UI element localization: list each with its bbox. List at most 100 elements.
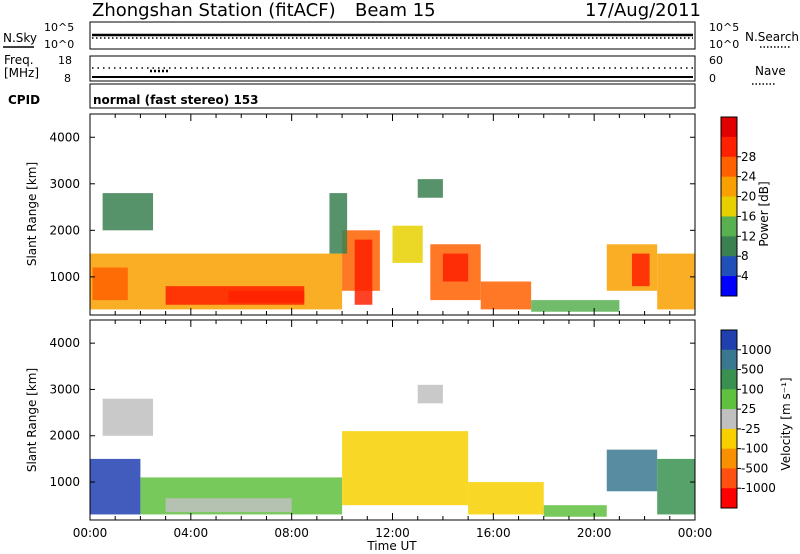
power-region-6 bbox=[392, 225, 423, 263]
velocity-scale-swatch bbox=[721, 448, 737, 469]
velocity-scale-swatch bbox=[721, 428, 737, 450]
freq-label-line2: [MHz] bbox=[4, 66, 39, 80]
velocity-scale-tick-label: -1000 bbox=[741, 481, 776, 495]
nave-tick-bottom: 0 bbox=[709, 72, 716, 85]
figure-title: Zhongshan Station (fitACF) bbox=[92, 0, 336, 21]
power-scale-tick-label: 12 bbox=[741, 229, 756, 243]
vel-region-9 bbox=[417, 384, 443, 404]
power-scale-frame bbox=[720, 116, 738, 297]
power-ytick-label: 3000 bbox=[49, 177, 80, 191]
velocity-y-ticks: 1000 2000 3000 4000 bbox=[49, 336, 695, 489]
velocity-scale-swatch bbox=[721, 468, 737, 489]
velocity-y-axis-label: Slant Range [km] bbox=[25, 368, 39, 472]
date-label: 17/Aug/2011 bbox=[585, 0, 701, 21]
velocity-scale-tick-label: 500 bbox=[741, 363, 764, 377]
power-region-15 bbox=[329, 193, 348, 254]
nsearch-label: N.Search bbox=[745, 30, 799, 44]
velocity-scale-swatch bbox=[721, 488, 737, 509]
vel-region-7 bbox=[657, 458, 695, 515]
power-region-9 bbox=[480, 281, 532, 310]
velocity-scale-swatch bbox=[721, 369, 737, 390]
power-scale-tick-label: 24 bbox=[741, 170, 756, 184]
beam-label: Beam 15 bbox=[355, 0, 436, 21]
power-region-14 bbox=[102, 193, 154, 231]
cpid-row: CPID normal (fast stereo) 153 bbox=[8, 83, 696, 109]
noise-left-tick-top: 10^5 bbox=[44, 21, 74, 34]
x-axis-label: Time UT bbox=[366, 539, 417, 553]
frequency-panel: Freq. [MHz] 18 8 60 0 Nave bbox=[4, 53, 786, 85]
vel-ytick-label: 2000 bbox=[49, 429, 80, 443]
vel-region-2 bbox=[165, 498, 292, 513]
vel-region-5 bbox=[543, 505, 607, 517]
velocity-scale-swatch bbox=[721, 409, 737, 430]
noise-right-tick-bottom: 10^0 bbox=[709, 38, 739, 51]
velocity-scale-tick-label: 1000 bbox=[741, 343, 772, 357]
velocity-scale-swatch bbox=[721, 330, 737, 351]
power-scale-swatch bbox=[721, 136, 737, 158]
power-scale-tick-label: 28 bbox=[741, 150, 756, 164]
vel-region-0 bbox=[90, 458, 141, 515]
power-region-10 bbox=[531, 300, 620, 312]
velocity-scale-tick-label: -100 bbox=[741, 442, 768, 456]
freq-label-line1: Freq. bbox=[4, 53, 34, 67]
time-tick-label: 08:00 bbox=[274, 526, 309, 540]
nave-label: Nave bbox=[755, 64, 786, 78]
velocity-x-ticks bbox=[89, 320, 696, 520]
velocity-data bbox=[90, 384, 695, 517]
velocity-scale-swatch bbox=[721, 349, 737, 371]
power-scale-tick-label: 4 bbox=[741, 269, 749, 283]
power-region-12 bbox=[631, 253, 650, 287]
power-scale-tick-label: 8 bbox=[741, 249, 749, 263]
velocity-scale-frame bbox=[720, 329, 738, 509]
time-tick-label: 12:00 bbox=[375, 526, 410, 540]
velocity-scale-swatch bbox=[721, 389, 737, 410]
velocity-color-scale: 1000 500 100 25 -25 -100 -500 -1000 bbox=[720, 329, 776, 509]
nave-tick-top: 60 bbox=[709, 54, 723, 67]
power-scale-tick-label: 16 bbox=[741, 209, 756, 223]
power-ytick-label: 1000 bbox=[49, 270, 80, 284]
vel-ytick-label: 1000 bbox=[49, 475, 80, 489]
power-region-16 bbox=[417, 179, 443, 198]
time-tick-label: 04:00 bbox=[174, 526, 209, 540]
power-y-ticks: 1000 2000 3000 4000 bbox=[49, 130, 695, 284]
cpid-label: CPID bbox=[8, 93, 40, 107]
vel-ytick-label: 4000 bbox=[49, 336, 80, 350]
power-region-1 bbox=[92, 267, 128, 301]
vel-region-8 bbox=[102, 398, 154, 436]
time-axis-labels: 00:00 04:00 08:00 12:00 16:00 20:00 00:00 bbox=[73, 526, 713, 540]
power-region-3 bbox=[228, 290, 305, 303]
vel-region-6 bbox=[606, 449, 658, 492]
vel-region-4 bbox=[468, 482, 544, 515]
velocity-panel: 1000 2000 3000 4000 Slant Range [km] bbox=[25, 319, 696, 521]
power-region-5 bbox=[354, 239, 373, 305]
power-scale-swatch bbox=[721, 156, 737, 178]
noise-left-tick-bottom: 10^0 bbox=[44, 38, 74, 51]
time-tick-label: 00:00 bbox=[678, 526, 713, 540]
noise-right-tick-top: 10^5 bbox=[709, 21, 739, 34]
freq-tick-bottom: 8 bbox=[64, 72, 71, 85]
vel-region-3 bbox=[342, 431, 469, 506]
noise-panel: N.Sky 10^5 10^0 10^5 10^0 N.Search bbox=[3, 21, 799, 51]
power-scale-swatch bbox=[721, 236, 737, 257]
time-tick-label: 20:00 bbox=[577, 526, 612, 540]
power-scale-swatch bbox=[721, 196, 737, 217]
power-ytick-label: 2000 bbox=[49, 223, 80, 237]
power-region-13 bbox=[657, 253, 695, 310]
power-x-ticks bbox=[89, 114, 696, 315]
velocity-scale-tick-label: -25 bbox=[741, 422, 761, 436]
power-scale-swatch bbox=[721, 256, 737, 277]
power-scale-tick-label: 20 bbox=[741, 190, 756, 204]
power-scale-swatch bbox=[721, 276, 737, 297]
power-y-axis-label: Slant Range [km] bbox=[25, 162, 39, 266]
velocity-scale-label: Velocity [m s⁻¹] bbox=[779, 377, 793, 470]
time-tick-label: 16:00 bbox=[476, 526, 511, 540]
power-ytick-label: 4000 bbox=[49, 130, 80, 144]
cpid-text: normal (fast stereo) 153 bbox=[93, 93, 259, 107]
power-panel: 1000 2000 3000 4000 Slant Range [km] bbox=[25, 113, 696, 316]
velocity-scale-tick-label: 25 bbox=[741, 402, 756, 416]
nsky-label: N.Sky bbox=[3, 31, 37, 45]
velocity-scale-tick-label: -500 bbox=[741, 461, 768, 475]
time-tick-label: 00:00 bbox=[73, 526, 108, 540]
power-color-scale: 4 8 12 16 20 24 28 bbox=[720, 116, 756, 297]
power-scale-swatch bbox=[721, 176, 737, 198]
